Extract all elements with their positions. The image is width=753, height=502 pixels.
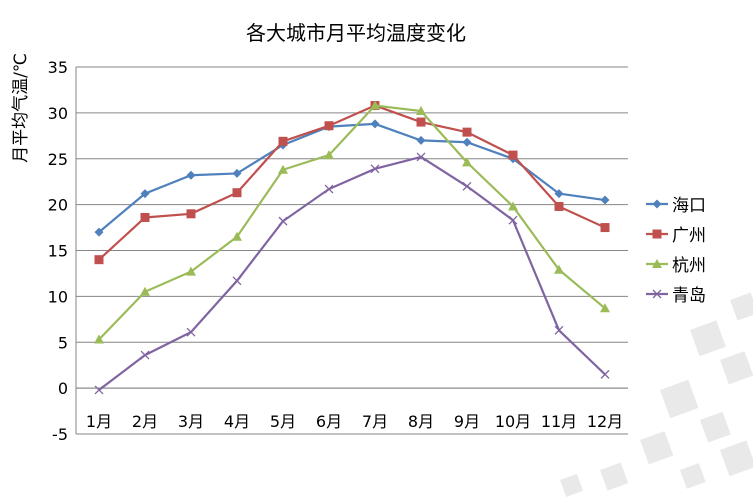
y-tick-label: 5 [58, 333, 68, 352]
x-tick-label: 8月 [408, 412, 434, 431]
legend-label: 广州 [672, 226, 706, 246]
y-tick-label: -5 [52, 425, 68, 444]
data-point [324, 184, 334, 194]
background-decoration [560, 292, 753, 497]
data-point [508, 150, 518, 160]
y-tick-label: 35 [48, 58, 68, 77]
legend-label: 杭州 [672, 256, 706, 276]
data-point [600, 369, 610, 379]
data-point [652, 289, 662, 299]
data-point [652, 229, 662, 239]
decor-square [700, 411, 731, 443]
data-point [416, 106, 426, 116]
chart-title: 各大城市月平均温度变化 [246, 21, 466, 45]
x-tick-label: 4月 [224, 412, 250, 431]
decor-square [659, 379, 699, 419]
series-青岛 [94, 152, 610, 395]
legend-item: 海口 [646, 196, 706, 216]
decor-square [730, 292, 753, 321]
data-point [508, 201, 518, 211]
data-point [324, 150, 334, 160]
data-point [370, 164, 380, 174]
data-point [554, 201, 564, 211]
data-point [140, 286, 150, 296]
decor-square [679, 463, 706, 489]
data-point [278, 136, 288, 146]
legend-label: 青岛 [672, 286, 706, 306]
x-tick-label: 2月 [132, 412, 158, 431]
x-tick-label: 3月 [178, 412, 204, 431]
series-line [98, 155, 606, 391]
data-point [278, 216, 288, 226]
x-tick-label: 12月 [587, 412, 623, 431]
data-point [232, 168, 242, 178]
x-tick-label: 11月 [541, 412, 577, 431]
decor-square [690, 320, 726, 357]
data-point [186, 327, 196, 337]
series-杭州 [94, 100, 610, 344]
data-point [462, 181, 472, 191]
data-point [462, 157, 472, 167]
data-point [94, 334, 104, 344]
data-point [140, 212, 150, 222]
legend-label: 海口 [672, 196, 706, 216]
y-tick-label: 30 [48, 104, 68, 123]
legend-item: 杭州 [646, 256, 706, 276]
data-point [416, 135, 426, 145]
data-point [416, 152, 426, 162]
data-point [370, 100, 380, 110]
x-tick-label: 10月 [495, 412, 531, 431]
data-point [600, 223, 610, 233]
data-point [370, 119, 380, 129]
data-point [94, 227, 104, 237]
data-point [600, 303, 610, 313]
data-point [186, 209, 196, 219]
data-point [94, 255, 104, 265]
decor-square [720, 351, 753, 385]
series-line [98, 104, 606, 341]
legend-item: 广州 [646, 226, 706, 246]
data-point [186, 266, 196, 276]
decor-square [600, 462, 629, 491]
data-point [232, 188, 242, 198]
data-point [232, 231, 242, 241]
data-point [324, 121, 334, 131]
data-point [508, 215, 518, 225]
series-广州 [94, 101, 610, 265]
y-tick-label: 20 [48, 196, 68, 215]
data-point [554, 189, 564, 199]
x-tick-label: 5月 [270, 412, 296, 431]
data-point [186, 170, 196, 180]
decor-square [560, 473, 584, 497]
data-point [232, 276, 242, 286]
y-tick-label: 0 [58, 379, 68, 398]
data-point [94, 385, 104, 395]
series-line [98, 104, 606, 261]
y-tick-label: 15 [48, 242, 68, 261]
legend-item: 青岛 [646, 286, 706, 306]
data-point [462, 137, 472, 147]
data-point [652, 259, 662, 268]
decor-square [720, 440, 753, 477]
y-axis-label: 月平均气温/℃ [11, 53, 31, 163]
x-tick-label: 1月 [86, 412, 112, 431]
y-tick-label: 25 [48, 150, 68, 169]
data-point [416, 117, 426, 127]
data-point [652, 199, 662, 209]
data-point [554, 325, 564, 335]
y-tick-label: 10 [48, 287, 68, 306]
x-tick-label: 7月 [362, 412, 388, 431]
decor-square [639, 431, 674, 465]
data-point [278, 164, 288, 174]
data-point [554, 264, 564, 274]
data-point [600, 195, 610, 205]
x-tick-label: 9月 [454, 412, 480, 431]
data-point [140, 350, 150, 360]
data-point [462, 127, 472, 137]
data-point [140, 189, 150, 199]
x-tick-label: 6月 [316, 412, 342, 431]
